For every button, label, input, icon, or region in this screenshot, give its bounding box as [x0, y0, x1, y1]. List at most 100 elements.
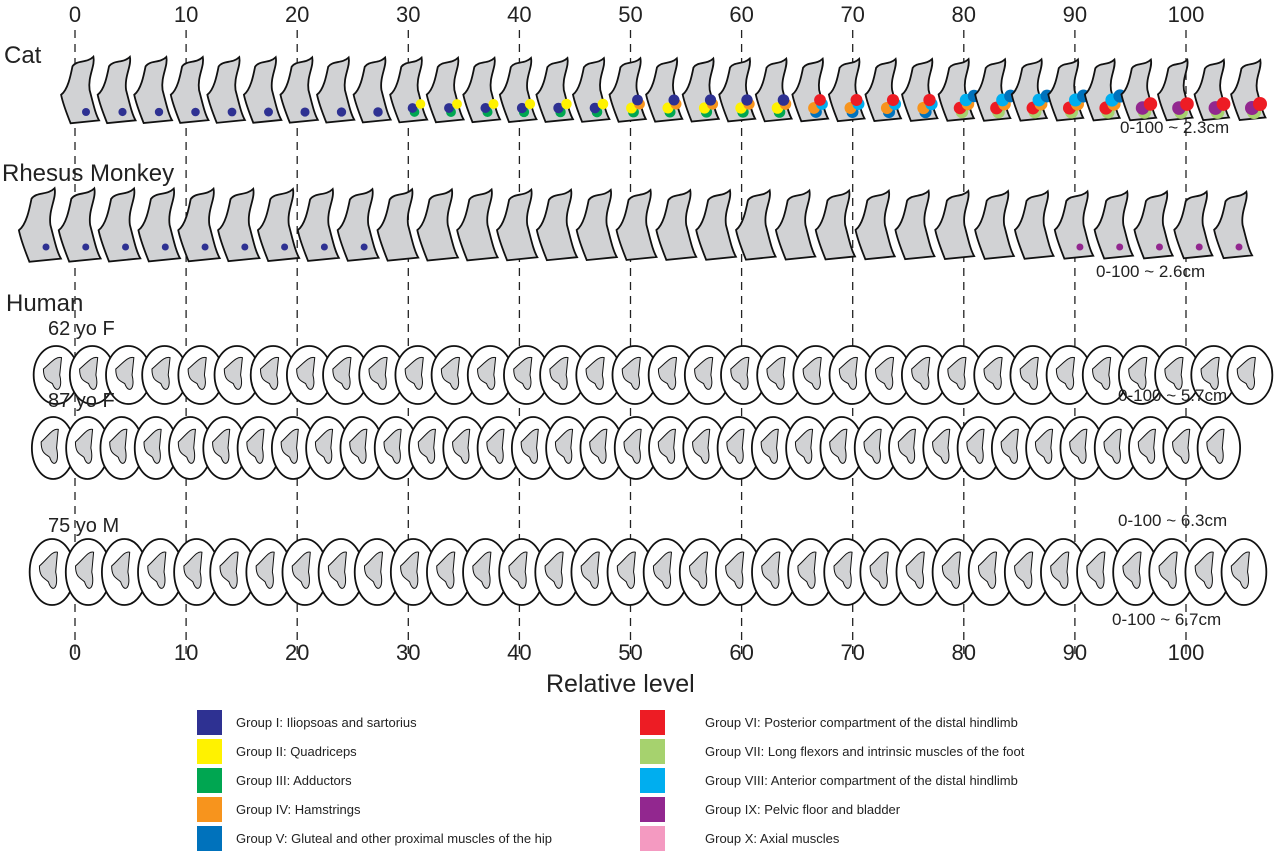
cat-section [169, 55, 210, 124]
human-subject-1-label: 62 yo F [48, 318, 115, 340]
motor-pool-marker [82, 108, 90, 116]
human-section [792, 345, 840, 405]
monkey-section [57, 186, 103, 263]
x-axis-label: Relative level [546, 670, 695, 698]
human-section [1045, 345, 1093, 405]
motor-pool-marker [1116, 243, 1124, 251]
human-section [990, 416, 1036, 480]
cat-section [60, 54, 101, 125]
motor-pool-marker [360, 243, 368, 251]
motor-pool-marker [1195, 243, 1203, 251]
tick-label-40: 40 [507, 640, 532, 665]
human-section [611, 345, 659, 405]
human-section [785, 416, 830, 480]
cat-section [901, 57, 939, 122]
human-section [498, 538, 545, 606]
legend-item: Group V: Gluteal and other proximal musc… [197, 825, 552, 851]
cat-section [827, 57, 866, 123]
human-section [1118, 345, 1165, 405]
cat-section [498, 56, 538, 124]
motor-pool-marker [704, 94, 717, 106]
monkey-section [336, 187, 381, 262]
monkey-section [575, 188, 619, 262]
human-section [133, 416, 179, 480]
legend-item: Group VIII: Anterior compartment of the … [640, 767, 1018, 793]
human-section [173, 538, 220, 606]
legend-item: Group I: Iliopsoas and sartorius [197, 709, 417, 735]
motor-pool-marker [589, 102, 601, 114]
monkey-section [1053, 189, 1095, 260]
monkey-section [17, 186, 63, 263]
legend-label: Group VIII: Anterior compartment of the … [705, 772, 1018, 788]
human-section [1081, 345, 1129, 405]
tick-label-60: 60 [729, 2, 754, 27]
human-section [1184, 538, 1232, 606]
motor-pool-marker [553, 102, 564, 114]
cat-section [1120, 57, 1158, 122]
tick-label-10: 10 [173, 2, 199, 27]
motor-pool-marker [516, 102, 528, 114]
legend-swatch [197, 738, 222, 764]
human-section [353, 538, 401, 606]
human-section [787, 538, 834, 606]
human-2-scale: 0-100 ~ 6.3cm [1118, 511, 1228, 530]
human-3-scale: 0-100 ~ 6.7cm [1112, 610, 1222, 629]
legend-swatch [640, 767, 665, 793]
human-section [715, 538, 762, 606]
cat-section [754, 56, 794, 123]
legend-item: Group III: Adductors [197, 767, 352, 793]
monkey-label: Rhesus Monkey [2, 160, 175, 187]
monkey-section [1133, 189, 1175, 260]
tick-label-90: 90 [1062, 640, 1088, 665]
cat-section [389, 55, 429, 124]
motor-pool-marker [1253, 97, 1267, 111]
motor-pool-marker [1180, 97, 1194, 111]
tick-label-100: 100 [1167, 640, 1205, 665]
human-section [683, 345, 731, 405]
human-section [570, 538, 618, 606]
cat-section [352, 55, 393, 124]
human-section [819, 416, 864, 480]
human-section [68, 345, 116, 405]
monkey-section [814, 188, 857, 261]
tick-label-0: 0 [68, 640, 82, 665]
tick-label-60: 60 [729, 640, 754, 665]
human-section [716, 416, 762, 480]
motor-pool-marker [191, 107, 200, 117]
human-section [503, 345, 550, 405]
motor-pool-marker [161, 243, 169, 251]
motor-pool-marker [227, 107, 237, 117]
cat-section [1083, 57, 1127, 122]
legend-swatch [197, 825, 222, 851]
monkey-section [296, 187, 341, 262]
motor-pool-marker [524, 98, 536, 110]
motor-pool-marker [632, 94, 643, 106]
monkey-section [934, 189, 976, 260]
legend-item: Group X: Axial muscles [640, 825, 839, 851]
human-section [236, 416, 282, 480]
human-section [249, 345, 297, 405]
human-section [64, 538, 112, 606]
human-section [65, 416, 110, 480]
human-subject-2-label: 87 yo F [48, 390, 115, 412]
human-section [430, 345, 478, 405]
legend-swatch [197, 709, 222, 735]
legend-label: Group VII: Long flexors and intrinsic mu… [705, 743, 1025, 759]
human-section [177, 345, 225, 405]
legend-label: Group V: Gluteal and other proximal musc… [236, 830, 553, 846]
monkey-section [217, 187, 261, 263]
human-section [1093, 416, 1139, 480]
cat-section [425, 55, 466, 124]
motor-pool-marker [626, 102, 637, 114]
monkey-section [615, 188, 658, 261]
legend-label: Group VI: Posterior compartment of the d… [705, 714, 1018, 730]
motor-pool-marker [886, 93, 900, 107]
tick-label-30: 30 [396, 2, 421, 27]
cat-section [864, 57, 903, 122]
motor-pool-marker [488, 98, 499, 110]
cat-section [133, 55, 174, 125]
motor-pool-marker [814, 94, 826, 106]
human-section [682, 416, 727, 480]
tick-label-80: 80 [951, 640, 977, 665]
motor-pool-marker [42, 243, 50, 251]
